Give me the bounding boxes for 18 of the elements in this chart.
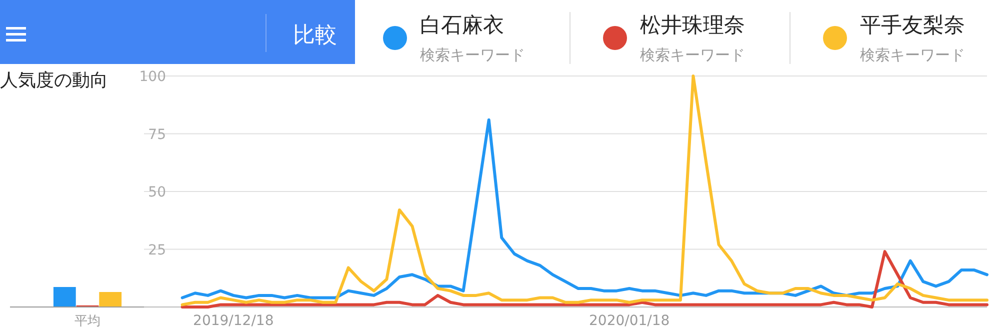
x-tick-label: 平均 xyxy=(74,314,100,329)
legend-label: 平手友梨奈 xyxy=(860,13,965,37)
text: 検索キーワード xyxy=(860,46,965,64)
line-series xyxy=(180,118,988,300)
text: 検索キーワード xyxy=(420,46,525,64)
y-tick-label: 25 xyxy=(148,242,166,258)
y-tick-label: 75 xyxy=(148,126,166,143)
text: 比較 xyxy=(293,23,337,48)
line-series xyxy=(180,250,988,308)
chart-title: 人気度の動向 xyxy=(0,70,108,91)
y-tick-label: 50 xyxy=(148,184,166,200)
line-series xyxy=(180,74,988,306)
legend-label: 白石麻衣 xyxy=(420,13,504,37)
y-tick-label: 100 xyxy=(139,69,166,85)
text: 検索キーワード xyxy=(640,46,745,64)
legend-label: 松井珠理奈 xyxy=(640,13,745,37)
x-tick-label: 2020/01/18 xyxy=(589,313,670,329)
x-tick-label: 2019/12/18 xyxy=(193,313,274,329)
